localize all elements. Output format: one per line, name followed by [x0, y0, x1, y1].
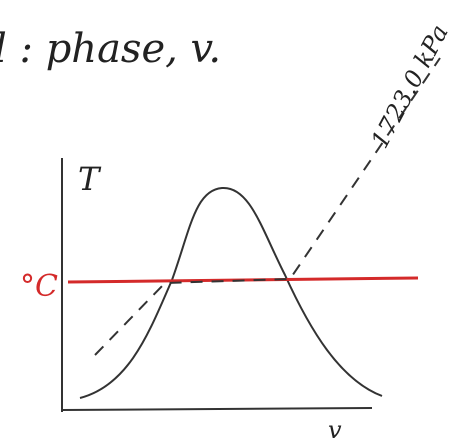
saturation-dome [80, 188, 382, 398]
y-axis-label: T [78, 160, 102, 198]
x-axis [62, 408, 372, 410]
page: {"header": {"title": "l : phase, v."}, "… [0, 0, 471, 442]
isobar-label: 1723.0 kPa [366, 20, 454, 153]
title: l : phase, v. [0, 26, 221, 72]
x-axis-label: v [328, 416, 342, 442]
sketch: l : phase, v. T v °C 1723.0 kPa [0, 0, 471, 442]
isotherm-label: °C [20, 269, 58, 304]
